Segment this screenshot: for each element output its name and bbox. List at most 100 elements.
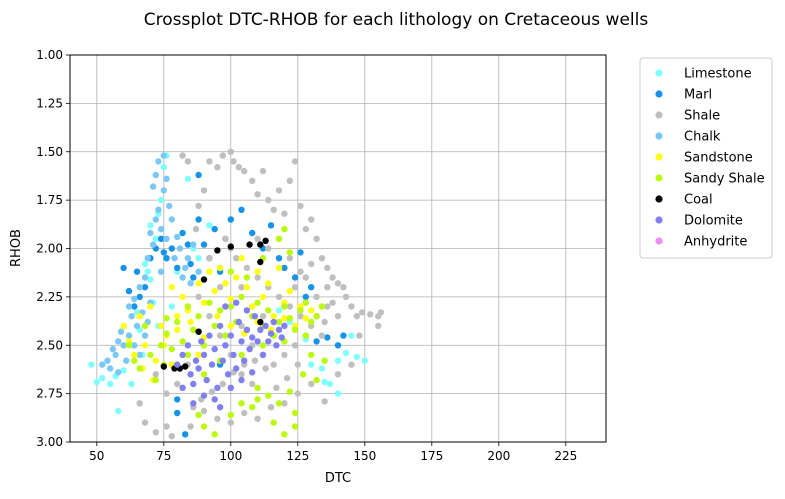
data-point: [195, 280, 202, 287]
data-point: [128, 380, 135, 388]
data-point: [254, 268, 261, 275]
data-point: [249, 303, 256, 310]
data-point: [308, 260, 315, 268]
data-point: [216, 284, 224, 291]
data-point: [275, 293, 283, 301]
data-point: [163, 330, 170, 337]
data-point: [182, 363, 189, 370]
data-point: [160, 363, 167, 370]
data-point: [259, 293, 267, 301]
data-point: [192, 357, 200, 364]
data-point: [160, 164, 167, 171]
data-point: [348, 361, 355, 368]
data-point: [275, 307, 283, 314]
data-point: [136, 284, 143, 291]
data-point: [112, 351, 119, 359]
data-point: [227, 268, 234, 275]
data-point: [340, 332, 347, 339]
data-point: [157, 225, 165, 233]
data-point: [334, 280, 342, 287]
data-point: [275, 318, 283, 326]
data-point: [93, 378, 101, 386]
data-point: [340, 284, 347, 291]
data-point: [270, 361, 277, 368]
data-point: [206, 299, 213, 306]
data-point: [308, 284, 315, 291]
data-point: [324, 284, 331, 291]
data-point: [281, 315, 288, 322]
data-point: [326, 380, 334, 388]
data-point: [265, 338, 272, 345]
series-coal: [160, 237, 269, 372]
data-point: [291, 409, 299, 417]
data-point: [238, 293, 245, 301]
data-point: [125, 303, 133, 310]
data-point: [195, 365, 202, 372]
data-point: [206, 255, 213, 262]
data-point: [174, 313, 181, 320]
data-point: [321, 357, 328, 364]
data-point: [353, 313, 360, 320]
data-point: [286, 249, 293, 256]
data-point: [88, 361, 95, 368]
data-point: [152, 235, 159, 242]
data-point: [200, 299, 208, 306]
data-point: [329, 299, 336, 306]
data-point: [224, 371, 232, 378]
data-point: [375, 322, 382, 330]
data-point: [211, 287, 218, 295]
data-point: [190, 400, 197, 407]
data-point: [133, 268, 141, 275]
data-point: [195, 202, 202, 210]
data-point: [174, 318, 181, 326]
data-point: [291, 423, 299, 430]
data-point: [163, 315, 170, 322]
data-point: [179, 338, 186, 345]
data-point: [273, 342, 280, 349]
data-point: [174, 361, 181, 368]
data-point: [174, 233, 181, 241]
data-point: [257, 258, 264, 266]
legend-marker: [655, 111, 663, 119]
data-point: [190, 274, 197, 281]
legend-marker: [655, 90, 663, 98]
data-point: [286, 255, 293, 262]
data-point: [195, 313, 202, 320]
data-point: [233, 255, 240, 262]
data-point: [219, 357, 226, 364]
data-point: [251, 357, 259, 364]
data-point: [227, 322, 234, 330]
data-point: [267, 330, 275, 337]
data-point: [157, 342, 165, 349]
data-point: [241, 357, 248, 364]
y-tick-label: 1.50: [36, 145, 63, 159]
data-point: [179, 384, 186, 391]
data-point: [206, 268, 213, 275]
data-point: [334, 371, 342, 378]
legend-items: Limestone Marl Shale Chalk Sandstone Sandy Sh…: [655, 67, 765, 250]
data-point: [195, 255, 202, 262]
y-tick-label: 3.00: [36, 435, 63, 449]
data-point: [157, 235, 165, 242]
data-point: [206, 222, 213, 229]
data-point: [155, 206, 162, 213]
data-point: [254, 274, 261, 281]
data-point: [230, 351, 237, 359]
data-point: [243, 326, 251, 333]
data-point: [233, 274, 240, 281]
data-point: [131, 357, 138, 364]
legend-label: Dolomite: [684, 214, 743, 229]
data-point: [206, 158, 213, 165]
legend: Limestone Marl Shale Chalk Sandstone Sandy Sh…: [639, 57, 773, 259]
data-point: [254, 299, 261, 306]
data-point: [238, 255, 245, 262]
data-point: [163, 235, 170, 242]
data-point: [107, 380, 114, 388]
data-point: [149, 183, 157, 190]
data-point: [243, 264, 251, 272]
data-point: [149, 241, 157, 248]
data-point: [238, 371, 245, 378]
data-point: [367, 311, 374, 318]
data-point: [265, 280, 272, 287]
data-point: [238, 351, 245, 359]
